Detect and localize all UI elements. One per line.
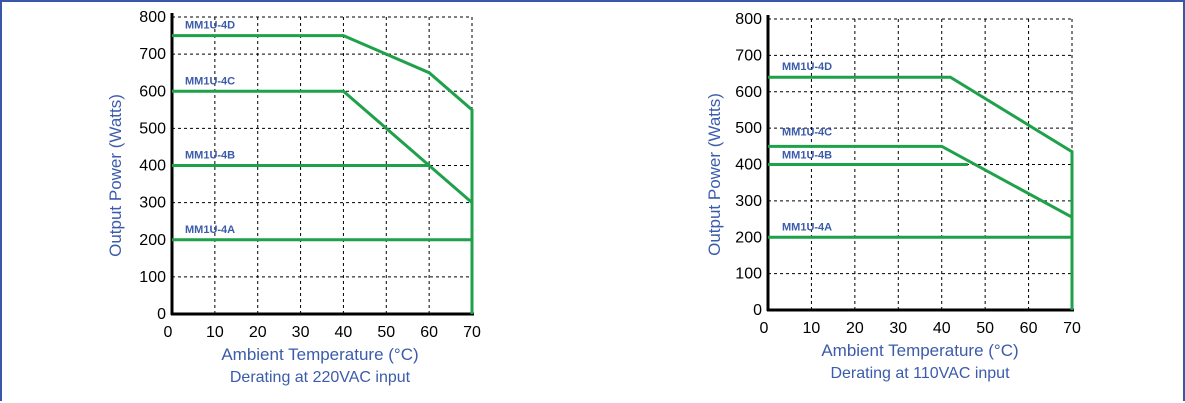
y-tick-label: 100 bbox=[139, 269, 166, 286]
y-tick-label: 200 bbox=[735, 229, 762, 246]
y-tick-label: 500 bbox=[139, 120, 166, 137]
y-tick-label: 500 bbox=[735, 120, 762, 137]
x-tick-label: 10 bbox=[803, 320, 821, 337]
series-label: MM1U-4D bbox=[185, 20, 235, 32]
y-tick-label: 600 bbox=[139, 83, 166, 100]
y-tick-label: 600 bbox=[735, 84, 762, 101]
x-tick-label: 30 bbox=[292, 324, 310, 341]
series-label: MM1U-4B bbox=[185, 150, 235, 162]
series-line bbox=[172, 89, 473, 204]
x-tick-label: 60 bbox=[1020, 320, 1038, 337]
chart-subtitle: Derating at 110VAC input bbox=[830, 365, 1010, 382]
series-line bbox=[172, 34, 474, 314]
series-label: MM1U-4B bbox=[782, 150, 832, 162]
x-tick-label: 20 bbox=[846, 320, 864, 337]
y-axis-title: Output Power (Watts) bbox=[106, 94, 125, 257]
x-tick-label: 40 bbox=[335, 324, 353, 341]
x-tick-label: 50 bbox=[976, 320, 994, 337]
y-tick-label: 400 bbox=[139, 158, 166, 175]
y-tick-label: 800 bbox=[735, 11, 762, 28]
y-tick-label: 0 bbox=[753, 302, 762, 319]
x-axis-title: Ambient Temperature (°C) bbox=[221, 345, 418, 364]
y-tick-label: 400 bbox=[735, 157, 762, 174]
y-tick-label: 700 bbox=[139, 46, 166, 63]
y-tick-label: 300 bbox=[139, 195, 166, 212]
series-line bbox=[768, 144, 1073, 219]
derating-chart-110vac: 0 10 20 30 40 50 60 700100200300400500600700800… bbox=[705, 11, 1081, 382]
x-tick-label: 10 bbox=[206, 324, 224, 341]
y-axis-title: Output Power (Watts) bbox=[705, 93, 724, 256]
series-label: MM1U-4D bbox=[782, 61, 832, 73]
y-tick-label: 100 bbox=[735, 266, 762, 283]
series-label: MM1U-4C bbox=[782, 126, 832, 138]
x-tick-label: 30 bbox=[889, 320, 907, 337]
y-tick-label: 200 bbox=[139, 232, 166, 249]
x-tick-label: 70 bbox=[463, 324, 481, 341]
x-axis-title: Ambient Temperature (°C) bbox=[821, 341, 1018, 360]
x-tick-label: 0 bbox=[760, 320, 769, 337]
x-tick-label: 0 bbox=[164, 324, 173, 341]
y-tick-label: 700 bbox=[735, 47, 762, 64]
x-tick-label: 60 bbox=[420, 324, 438, 341]
x-tick-label: 70 bbox=[1063, 320, 1081, 337]
x-tick-label: 40 bbox=[933, 320, 951, 337]
chart-subtitle: Derating at 220VAC input bbox=[230, 369, 411, 386]
series-label: MM1U-4C bbox=[185, 75, 235, 87]
y-tick-label: 300 bbox=[735, 193, 762, 210]
y-tick-label: 800 bbox=[139, 9, 166, 26]
x-tick-label: 50 bbox=[377, 324, 395, 341]
y-tick-label: 0 bbox=[157, 306, 166, 323]
series-label: MM1U-4A bbox=[782, 221, 832, 233]
series-line bbox=[768, 75, 1074, 310]
derating-chart-220vac: 0 10 20 30 40 50 60 700100200300400500600700800… bbox=[106, 9, 481, 386]
x-tick-label: 20 bbox=[249, 324, 267, 341]
series-label: MM1U-4A bbox=[185, 224, 235, 236]
